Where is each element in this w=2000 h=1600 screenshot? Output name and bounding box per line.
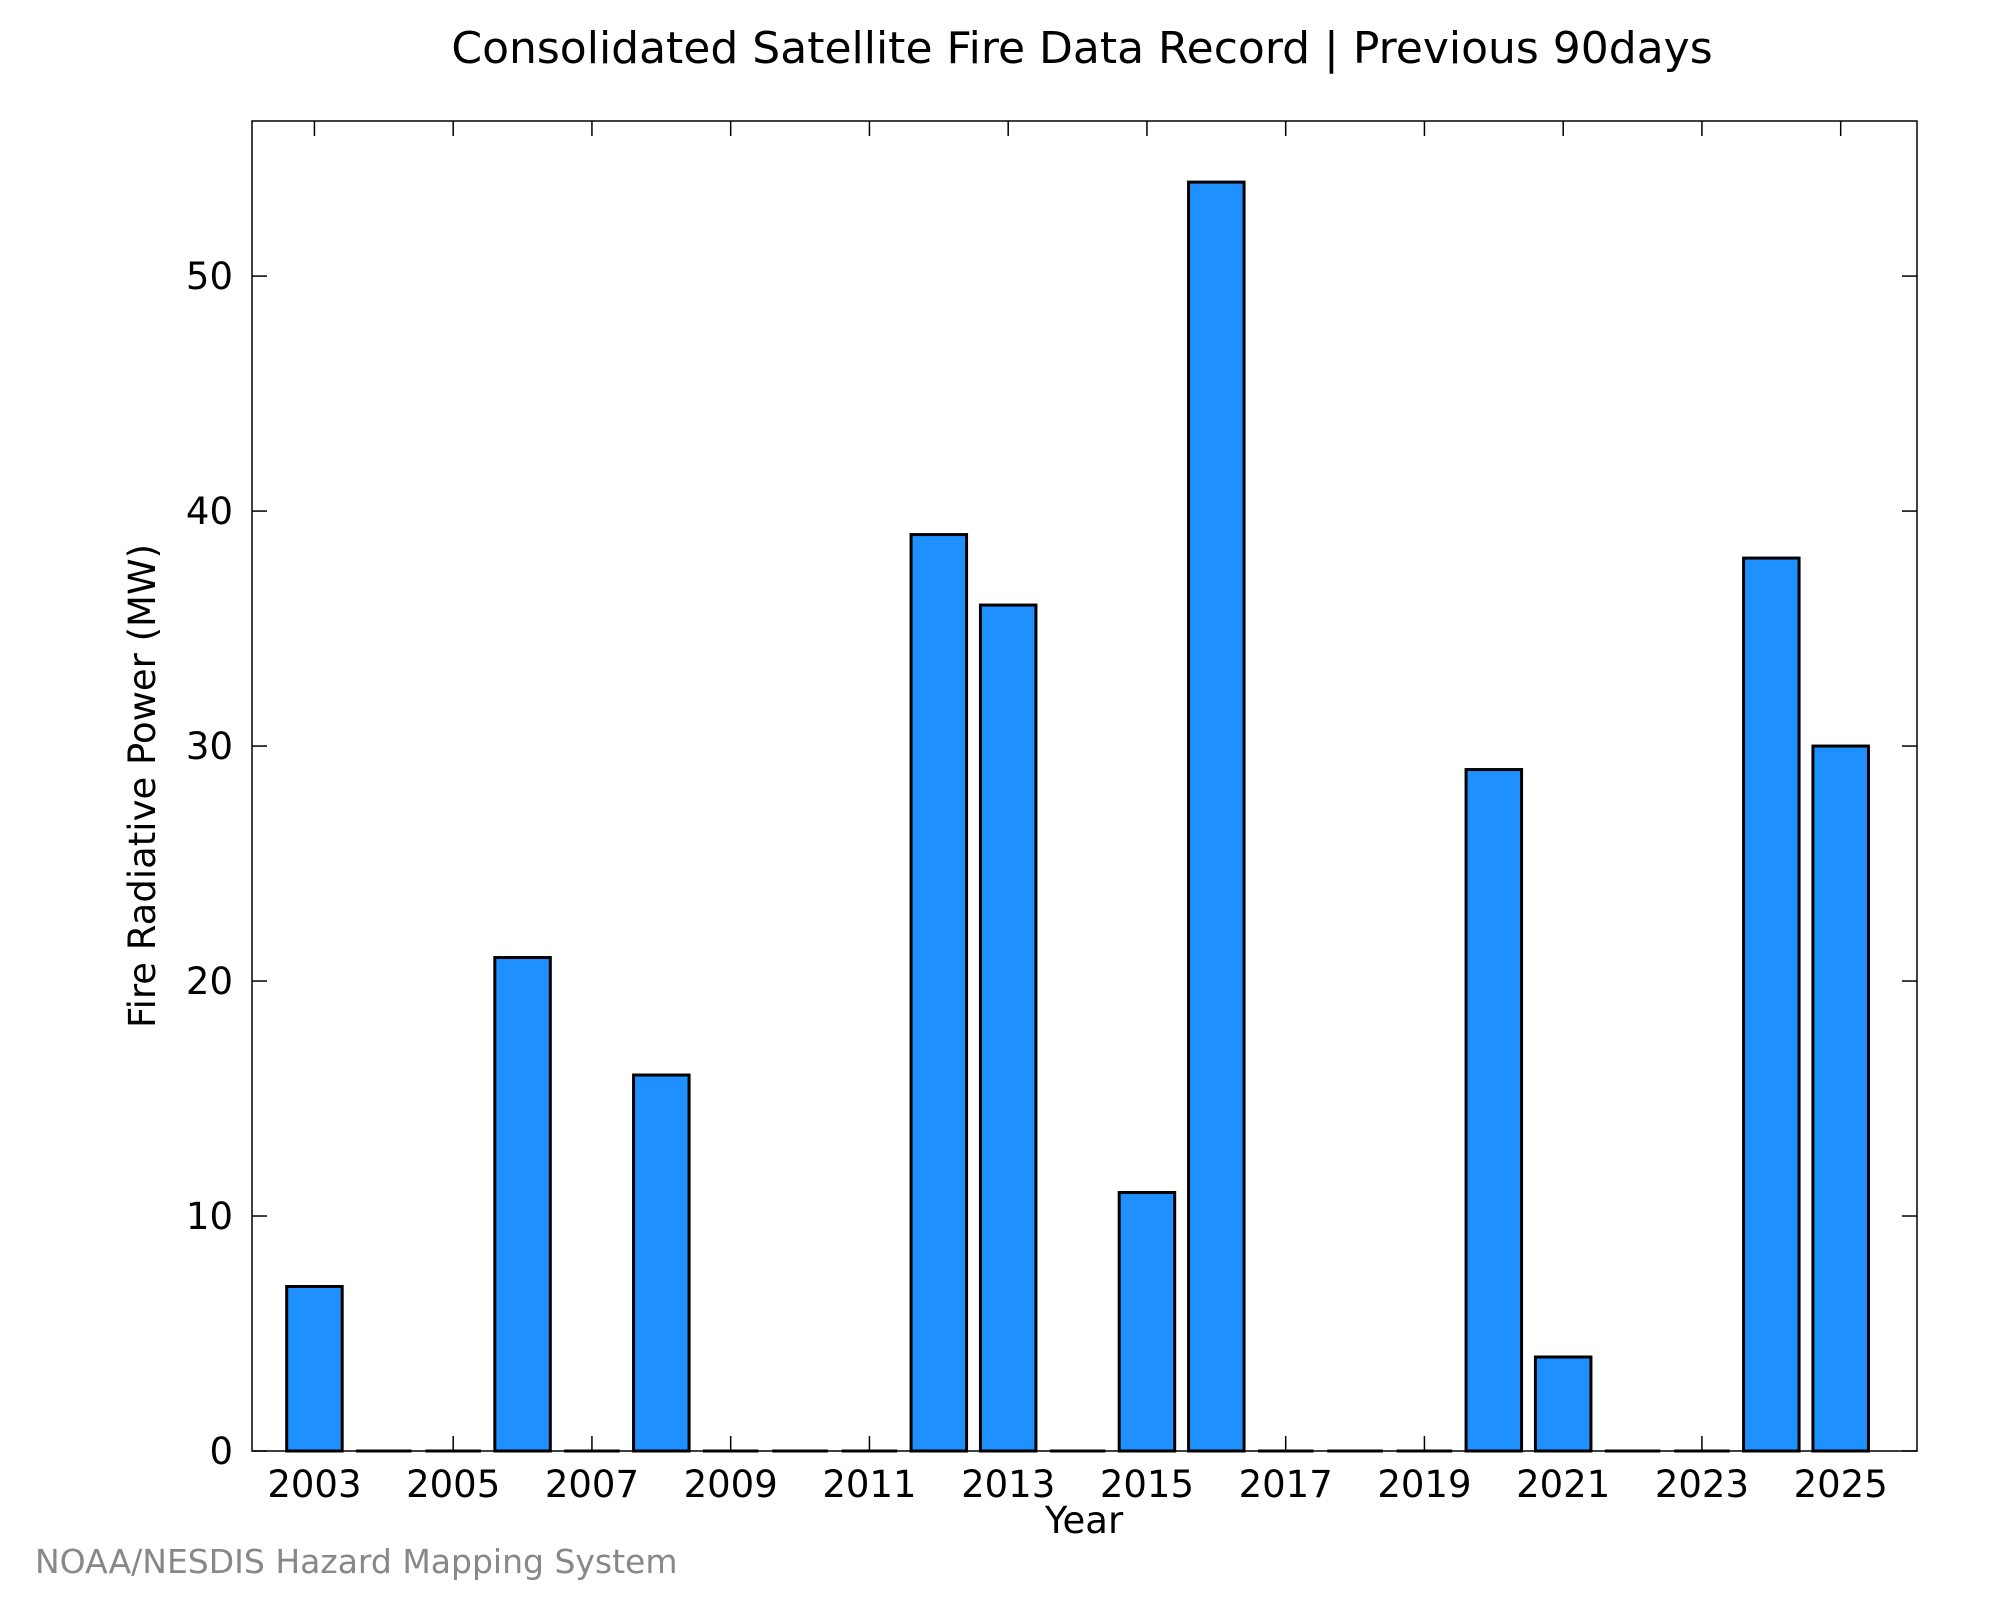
x-tick-label: 2019 bbox=[1377, 1463, 1471, 1506]
bar-2012 bbox=[909, 533, 969, 1453]
x-tick-label: 2005 bbox=[406, 1463, 500, 1506]
bar-2013 bbox=[978, 603, 1038, 1453]
chart-title: Consolidated Satellite Fire Data Record … bbox=[451, 23, 1712, 74]
y-tick-label: 30 bbox=[186, 725, 233, 768]
x-axis-tick-labels: 2003 2005 2007 2009 2011 2013 2015 2017 2019 2021… bbox=[267, 1463, 1887, 1506]
x-tick-label: 2021 bbox=[1516, 1463, 1610, 1506]
x-axis-label: Year bbox=[1044, 1499, 1124, 1542]
bar-2021 bbox=[1533, 1355, 1593, 1453]
bar-2020 bbox=[1464, 768, 1524, 1453]
y-axis-tick-labels: 0 10 20 30 40 50 bbox=[186, 255, 233, 1473]
x-tick-label: 2003 bbox=[267, 1463, 361, 1506]
x-tick-label: 2025 bbox=[1794, 1463, 1888, 1506]
y-tick-label: 10 bbox=[186, 1195, 233, 1238]
y-tick-label: 0 bbox=[209, 1430, 233, 1473]
bar-2016 bbox=[1187, 180, 1246, 1453]
y-tick-label: 20 bbox=[186, 960, 233, 1003]
bar-2025 bbox=[1811, 744, 1870, 1453]
x-tick-label: 2015 bbox=[1100, 1463, 1194, 1506]
y-tick-label: 50 bbox=[186, 255, 233, 298]
x-tick-label: 2009 bbox=[684, 1463, 778, 1506]
bar-2015 bbox=[1117, 1191, 1177, 1453]
x-tick-label: 2013 bbox=[961, 1463, 1055, 1506]
source-credit: NOAA/NESDIS Hazard Mapping System bbox=[35, 1542, 678, 1581]
bar-2003 bbox=[285, 1285, 344, 1453]
x-tick-label: 2007 bbox=[545, 1463, 639, 1506]
y-axis-label: Fire Radiative Power (MW) bbox=[121, 544, 164, 1028]
bar-2008 bbox=[632, 1073, 691, 1453]
bar-2024 bbox=[1742, 556, 1801, 1453]
x-tick-label: 2023 bbox=[1655, 1463, 1749, 1506]
bar-2006 bbox=[493, 956, 552, 1453]
bars-group bbox=[285, 180, 1870, 1453]
x-tick-label: 2017 bbox=[1239, 1463, 1333, 1506]
x-tick-label: 2011 bbox=[822, 1463, 916, 1506]
y-tick-label: 40 bbox=[186, 490, 233, 533]
